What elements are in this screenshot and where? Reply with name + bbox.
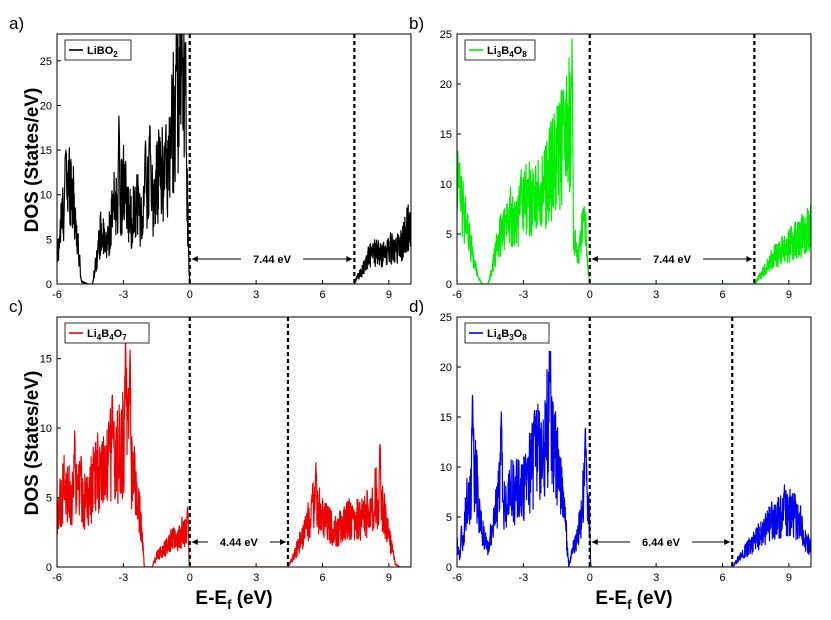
y-tick-label: 10	[440, 179, 452, 191]
x-tick-label: -6	[452, 289, 462, 301]
dos-curve	[457, 38, 811, 284]
dos-curve	[457, 350, 811, 567]
y-tick-label: 5	[46, 234, 52, 246]
x-tick-label: 6	[719, 289, 725, 301]
plot-frame	[456, 33, 812, 285]
arrowhead-right	[746, 256, 753, 262]
x-tick-label: 9	[786, 289, 792, 301]
y-tick-label: 15	[40, 354, 52, 366]
y-tick-label: 5	[446, 229, 452, 241]
y-tick-label: 20	[40, 100, 52, 112]
x-tick-label: -6	[452, 572, 462, 584]
legend: LiBO2	[64, 39, 132, 61]
y-tick-label: 15	[440, 412, 452, 424]
dos-curve	[57, 334, 411, 567]
panel-c: c) 0 5 10 15 -6 -3 0 3 6 9 4.44 eV Li4B4O7	[9, 297, 412, 584]
panel-label: c)	[9, 297, 23, 316]
legend-box	[464, 39, 536, 61]
y-tick-label: 20	[440, 79, 452, 91]
legend-label: LiBO2	[87, 45, 118, 59]
x-tick-label: -3	[118, 572, 128, 584]
y-axis-label-top: DOS (States/eV)	[22, 88, 43, 233]
legend-label: Li4B4O7	[87, 328, 127, 342]
y-tick-label: 0	[46, 562, 52, 574]
legend-box	[464, 322, 550, 344]
arrowhead-left	[191, 539, 198, 545]
legend-label: Li4B3O8	[487, 328, 527, 342]
y-tick-label: 10	[440, 462, 452, 474]
x-tick-label: 0	[587, 572, 593, 584]
x-axis-label-left: E-Ef (eV)	[195, 588, 272, 612]
arrowhead-right	[346, 256, 353, 262]
arrowhead-left	[591, 539, 598, 545]
plot-frame	[456, 316, 812, 568]
panel-d: d) 0 5 10 15 20 25 -6 -3 0 3 6 9 6.44 eV Li4B3O8	[409, 297, 812, 584]
legend-box	[64, 39, 132, 61]
gap-label: 6.44 eV	[642, 537, 681, 549]
plot-frame	[56, 316, 412, 568]
y-tick-label: 0	[446, 279, 452, 291]
x-tick-label: -3	[518, 572, 528, 584]
x-tick-label: 9	[386, 289, 392, 301]
legend: Li4B3O8	[464, 322, 550, 344]
x-tick-label: 9	[786, 572, 792, 584]
x-tick-label: 3	[253, 289, 259, 301]
arrowhead-left	[591, 256, 598, 262]
y-tick-label: 10	[40, 190, 52, 202]
x-tick-label: -3	[118, 289, 128, 301]
x-axis-label-right: E-Ef (eV)	[595, 588, 672, 612]
legend-box	[64, 322, 150, 344]
y-tick-label: 15	[40, 145, 52, 157]
x-tick-label: 6	[319, 289, 325, 301]
plot-frame	[56, 33, 412, 285]
y-tick-label: 15	[440, 129, 452, 141]
panel-b: b) 0 5 10 15 20 25 -6 -3 0 3 6 9 7.44 eV Li3B4O8	[409, 14, 812, 301]
gap-label: 7.44 eV	[253, 254, 292, 266]
y-tick-label: 5	[46, 493, 52, 505]
panel-label: d)	[409, 297, 424, 316]
arrowhead-right	[279, 539, 286, 545]
x-tick-label: 9	[386, 572, 392, 584]
panel-label: a)	[9, 14, 24, 33]
x-tick-label: 0	[187, 289, 193, 301]
x-tick-label: 3	[253, 572, 259, 584]
y-tick-label: 25	[440, 312, 452, 324]
y-axis-label-bottom: DOS (States/eV)	[22, 371, 43, 516]
x-tick-label: 3	[653, 572, 659, 584]
y-tick-label: 20	[440, 362, 452, 374]
arrowhead-right	[724, 539, 731, 545]
x-tick-label: -6	[52, 572, 62, 584]
dos-curve	[57, 34, 411, 284]
y-tick-label: 25	[40, 56, 52, 68]
x-tick-label: 0	[187, 572, 193, 584]
x-tick-label: 0	[587, 289, 593, 301]
legend-label: Li3B4O8	[487, 45, 527, 59]
y-tick-label: 0	[446, 562, 452, 574]
x-tick-label: 3	[653, 289, 659, 301]
y-tick-label: 0	[46, 279, 52, 291]
legend: Li3B4O8	[464, 39, 536, 61]
y-tick-label: 5	[446, 512, 452, 524]
legend: Li4B4O7	[64, 322, 150, 344]
panel-a: a) 0 5 10 15 20 25 -6 -3 0 3 6 9 7.44 eV LiBO2	[9, 14, 412, 301]
x-tick-label: 6	[319, 572, 325, 584]
gap-label: 4.44 eV	[220, 537, 259, 549]
panel-label: b)	[409, 14, 424, 33]
y-tick-label: 25	[440, 29, 452, 41]
x-tick-label: 6	[719, 572, 725, 584]
x-tick-label: -3	[518, 289, 528, 301]
x-tick-label: -6	[52, 289, 62, 301]
arrowhead-left	[191, 256, 198, 262]
y-tick-label: 10	[40, 423, 52, 435]
gap-label: 7.44 eV	[653, 254, 692, 266]
